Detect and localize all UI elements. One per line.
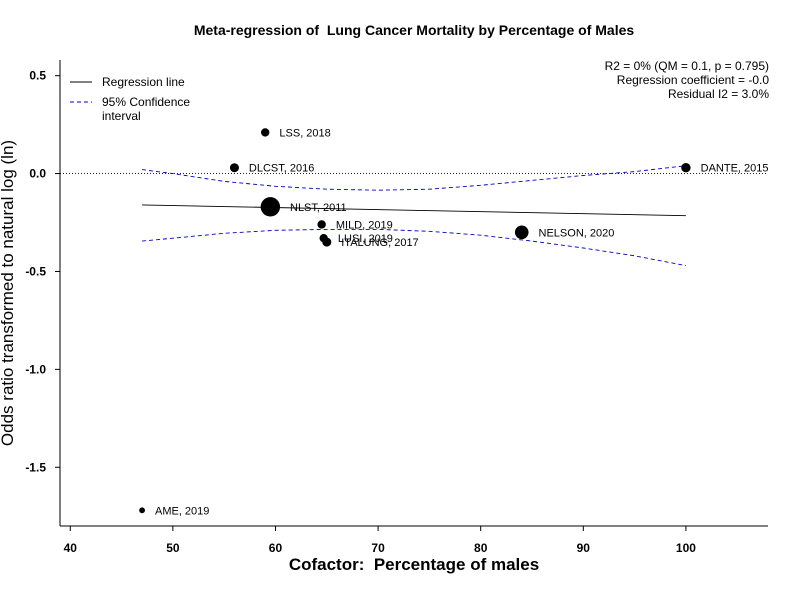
study-label: LSS, 2018 [279,127,330,139]
study-point [681,162,691,173]
stats-annotation: R2 = 0% (QM = 0.1, p = 0.795)Regression … [605,59,770,101]
x-tick-label: 40 [64,541,78,555]
study-point [514,225,529,240]
axes: 40 50 60 70 80 90 100 0.5 0.0 -0.5 -1.0 -1.5 [25,60,768,555]
x-tick-label: 70 [371,541,385,555]
stats-line: R2 = 0% (QM = 0.1, p = 0.795) [605,59,769,73]
legend-entry-label: Regression line [102,75,185,89]
study-label: ITALUNG, 2017 [341,237,418,249]
study-label: DANTE, 2015 [701,163,769,175]
y-tick-label: -1.5 [25,460,46,474]
stats-line: Regression coefficient = -0.0 [617,73,770,87]
x-tick-label: 80 [474,541,488,555]
y-axis-label: Odds ratio transformed to natural log (l… [0,140,17,446]
study-labels-group: LSS, 2018 DLCST, 2016 DANTE, 2015 NLST, 201… [155,127,769,517]
x-tick-label: 60 [269,541,283,555]
x-tick-label: 100 [676,541,696,555]
study-point [261,128,270,137]
study-points-group [139,128,691,514]
stats-line: Residual I2 = 3.0% [668,87,769,101]
study-label: MILD, 2019 [336,219,393,231]
study-point [229,163,239,173]
y-tick-label: -0.5 [25,264,46,278]
ci-lower-line [142,228,686,267]
x-axis-label: Cofactor: Percentage of males [289,555,539,574]
study-point [260,197,281,217]
y-tick-label: -1.0 [25,362,46,376]
study-label: LUSI, 2019 [338,233,393,245]
y-tick-label: 0.5 [29,69,46,83]
study-point [139,507,145,514]
ci-upper-line [142,165,686,191]
regression-line-group [142,204,686,217]
study-point [322,237,332,247]
study-point [317,220,326,229]
legend-entry-label: 95% Confidence interval [102,95,190,123]
confidence-interval-group [142,165,686,267]
study-label: AME, 2019 [155,505,209,517]
study-label: NELSON, 2020 [539,227,615,239]
study-label: NLST, 2011 [290,202,347,214]
x-tick-label: 90 [577,541,591,555]
study-label: DLCST, 2016 [249,163,314,175]
chart-title: Meta-regression of Lung Cancer Mortality… [194,22,635,38]
y-tick-label: 0.0 [29,167,46,181]
legend: Regression line 95% Confidence interval [70,75,190,123]
regression-line [142,204,686,217]
x-tick-label: 50 [166,541,180,555]
